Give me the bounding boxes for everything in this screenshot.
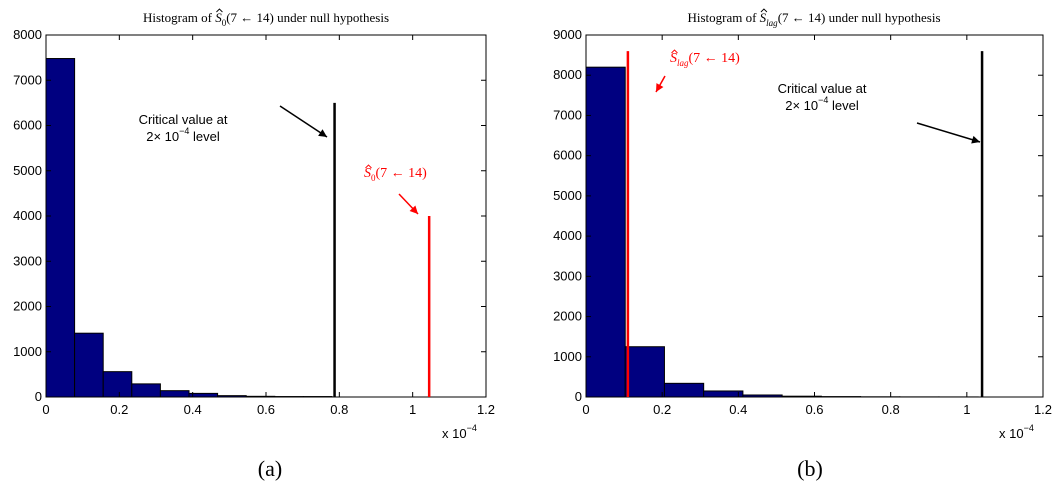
- y-tick-label: 0: [35, 389, 42, 404]
- x-tick-label: 1.2: [1034, 402, 1052, 417]
- x-tick-label: 1: [409, 402, 416, 417]
- critical-level-exponent: −4: [179, 126, 189, 136]
- critical-level-prefix: 2× 10: [146, 129, 179, 144]
- y-tick-label: 2000: [553, 309, 582, 324]
- histogram-panel-a: Histogram of S0(7 ← 14) under null hypot…: [13, 8, 495, 481]
- chart-title-suffix: (7 ← 14) under null hypothesis: [778, 10, 941, 25]
- y-tick-label: 7000: [13, 72, 42, 87]
- y-tick-label: 4000: [553, 228, 582, 243]
- critical-value-level-label: 2× 10−4 level: [146, 126, 220, 144]
- histogram-bar: [624, 346, 665, 398]
- histogram-bar: [74, 332, 104, 398]
- x-axis-multiplier-base: x 10: [999, 426, 1024, 441]
- critical-arrow-shaft: [916, 122, 981, 143]
- y-tick-label: 1000: [553, 349, 582, 364]
- critical-level-suffix: level: [828, 98, 858, 113]
- chart-title-subscript: lag: [766, 18, 778, 28]
- critical-value-label: Critical value at: [778, 81, 867, 96]
- y-tick-label: 9000: [553, 27, 582, 42]
- chart-title: Histogram of Slag(7 ← 14) under null hyp…: [687, 10, 940, 28]
- x-tick-label: 0.2: [110, 402, 128, 417]
- y-tick-label: 5000: [553, 188, 582, 203]
- critical-level-prefix: 2× 10: [785, 98, 818, 113]
- x-tick-label: 0.4: [729, 402, 747, 417]
- statistic-arrow-head: [656, 83, 664, 92]
- y-tick-label: 3000: [13, 253, 42, 268]
- critical-level-suffix: level: [189, 129, 219, 144]
- histogram-bar: [102, 371, 133, 398]
- statistic-suffix: (7 ← 14): [376, 166, 428, 181]
- histogram-bar: [188, 392, 219, 398]
- x-tick-label: 0.6: [257, 402, 275, 417]
- y-tick-label: 1000: [13, 344, 42, 359]
- chart-title-symbol: S: [760, 10, 767, 25]
- hat-accent: [760, 8, 768, 13]
- statistic-arrow-head: [409, 205, 418, 214]
- histogram-bar: [703, 390, 744, 398]
- chart-title: Histogram of S0(7 ← 14) under null hypot…: [143, 10, 389, 28]
- x-tick-label: 0.4: [184, 402, 202, 417]
- statistic-suffix: (7 ← 14): [689, 51, 741, 66]
- x-tick-label: 1.2: [477, 402, 495, 417]
- critical-level-exponent: −4: [818, 95, 828, 105]
- y-tick-label: 5000: [13, 163, 42, 178]
- statistic-label: S0(7 ← 14): [364, 166, 427, 183]
- chart-title-subscript: 0: [222, 18, 227, 28]
- statistic-symbol: S: [364, 166, 371, 181]
- statistic-subscript: lag: [677, 58, 689, 68]
- hat-accent: [365, 164, 372, 169]
- y-tick-label: 6000: [553, 148, 582, 163]
- histogram-bar: [663, 382, 705, 398]
- critical-arrow-shaft: [279, 105, 328, 138]
- histogram-panel-b: Histogram of Slag(7 ← 14) under null hyp…: [553, 8, 1052, 481]
- x-tick-label: 0.8: [330, 402, 348, 417]
- x-tick-label: 0.8: [882, 402, 900, 417]
- histogram-bar: [585, 66, 626, 398]
- plot-frame: [45, 34, 487, 398]
- x-axis-multiplier: x 10−4: [999, 423, 1034, 441]
- y-tick-label: 8000: [13, 27, 42, 42]
- x-axis-multiplier-base: x 10: [442, 426, 467, 441]
- y-tick-label: 3000: [553, 268, 582, 283]
- histogram-bar: [131, 383, 161, 398]
- x-tick-label: 0: [42, 402, 49, 417]
- x-tick-label: 0.2: [653, 402, 671, 417]
- x-axis-multiplier-exponent: −4: [467, 423, 477, 433]
- hat-accent: [216, 8, 223, 13]
- x-tick-label: 1: [963, 402, 970, 417]
- critical-value-label: Critical value at: [139, 112, 228, 127]
- panel-label: (b): [797, 456, 823, 481]
- x-axis-multiplier: x 10−4: [442, 423, 477, 441]
- critical-arrow-head: [318, 129, 327, 137]
- chart-title-prefix: Histogram of: [687, 10, 759, 25]
- hat-accent: [671, 49, 678, 54]
- chart-title-suffix: (7 ← 14) under null hypothesis: [226, 10, 389, 25]
- statistic-subscript: 0: [371, 173, 376, 183]
- y-tick-label: 0: [575, 389, 582, 404]
- critical-arrow-head: [971, 135, 980, 144]
- x-tick-label: 0: [582, 402, 589, 417]
- histogram-bar: [159, 390, 190, 398]
- critical-value-level-label: 2× 10−4 level: [785, 95, 859, 113]
- x-axis-multiplier-exponent: −4: [1024, 423, 1034, 433]
- panel-label: (a): [258, 456, 282, 481]
- y-tick-label: 2000: [13, 299, 42, 314]
- statistic-symbol: S: [670, 51, 677, 66]
- statistic-label: Slag(7 ← 14): [670, 51, 740, 68]
- y-tick-label: 8000: [553, 67, 582, 82]
- histogram-bar: [45, 58, 76, 398]
- x-tick-label: 0.6: [805, 402, 823, 417]
- y-tick-label: 7000: [553, 107, 582, 122]
- y-tick-label: 6000: [13, 118, 42, 133]
- y-tick-label: 4000: [13, 208, 42, 223]
- chart-title-symbol: S: [215, 10, 222, 25]
- chart-title-prefix: Histogram of: [143, 10, 215, 25]
